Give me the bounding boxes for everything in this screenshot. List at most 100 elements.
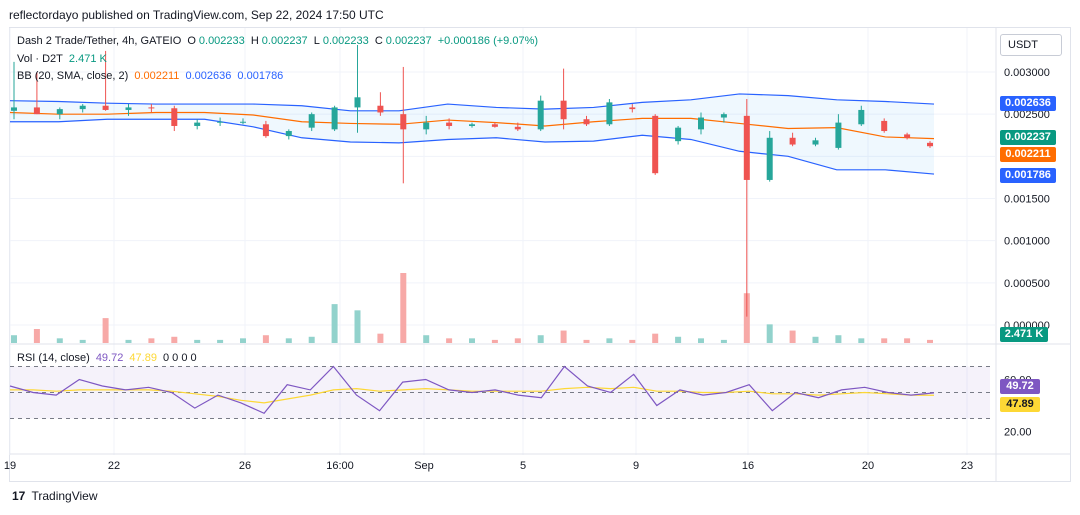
volume-bar [11, 335, 17, 343]
volume-bar [835, 335, 842, 343]
volume-bar [148, 338, 155, 343]
volume-bar [652, 333, 659, 343]
candle-body [904, 134, 911, 138]
candle-body [720, 114, 727, 118]
price-tick-label: 0.001500 [1004, 194, 1050, 206]
volume-bar [240, 338, 246, 343]
volume-bar [285, 338, 292, 343]
rsi-ma-value: 47.89 [129, 352, 157, 364]
volume-bar [491, 339, 498, 343]
volume-bar [720, 339, 727, 343]
candle-body [514, 126, 521, 130]
bb-lower-line [10, 118, 935, 175]
candle-body [629, 107, 636, 110]
volume-legend: Vol · D2T 2.471 K [17, 53, 110, 65]
volume-bar [743, 293, 750, 343]
volume-bar [560, 330, 567, 343]
bb-mid-value: 0.002211 [134, 70, 180, 82]
candle-body [217, 121, 224, 123]
candle-body [766, 137, 773, 180]
bb-lower-badge: 0.001786 [1000, 168, 1056, 183]
price-tick-label: 0.001000 [1004, 236, 1050, 248]
time-tick-label: 22 [108, 460, 120, 472]
bb-label[interactable]: BB (20, SMA, close, 2) [17, 70, 129, 82]
candle-body [789, 137, 796, 145]
volume-bar [537, 335, 544, 343]
candle-body [377, 105, 384, 113]
volume-bar [102, 318, 109, 343]
candle-body [79, 105, 86, 110]
rsi-value: 49.72 [95, 352, 124, 364]
volume-bar [262, 335, 269, 343]
volume-bar [927, 339, 933, 343]
c-value: 0.002237 [385, 35, 432, 47]
time-tick-label: Sep [414, 460, 434, 472]
close-price-badge: 0.002237 [1000, 130, 1056, 145]
currency-button[interactable]: USDT [1000, 34, 1062, 56]
tradingview-footer[interactable]: 17 TradingView [12, 489, 98, 503]
candle-body [240, 121, 246, 123]
candle-body [400, 114, 407, 130]
candle-body [285, 131, 292, 137]
volume-bar [812, 336, 819, 343]
time-tick-label: 16 [742, 460, 754, 472]
volume-bar [308, 336, 315, 343]
candle-body [583, 119, 590, 125]
volume-bar [904, 338, 911, 343]
price-tick-label: 0.003000 [1004, 67, 1050, 79]
rsi-line [9, 365, 935, 415]
candle-body [675, 127, 682, 142]
o-value: 0.002233 [198, 35, 245, 47]
time-tick-label: 19 [4, 460, 16, 472]
o-label: O [187, 35, 196, 47]
tradingview-brand: TradingView [31, 489, 98, 503]
candle-body [308, 114, 315, 128]
volume-bar [56, 338, 63, 343]
volume-bar [469, 338, 475, 343]
time-tick-label: 23 [961, 460, 973, 472]
volume-bar [583, 339, 590, 343]
candle-body [33, 107, 40, 115]
candle-body [194, 122, 201, 126]
candle-body [262, 124, 269, 137]
candle-body [11, 107, 17, 111]
volume-bar [446, 338, 453, 343]
volume-bar [217, 339, 224, 343]
volume-label[interactable]: Vol · D2T [17, 53, 63, 65]
l-label: L [313, 35, 320, 47]
candle-body [698, 117, 704, 130]
candle-body [537, 100, 544, 130]
h-value: 0.002237 [261, 35, 308, 47]
volume-bar [194, 339, 201, 343]
candle-body [148, 107, 155, 109]
volume-badge: 2.471 K [1000, 327, 1048, 342]
candle-body [881, 120, 888, 132]
candle-body [743, 115, 750, 180]
price-tick-label: 0.000500 [1004, 278, 1050, 290]
bb-lower-value: 0.001786 [237, 70, 284, 82]
volume-bar [698, 338, 704, 343]
volume-bar [400, 273, 407, 343]
rsi-zero-values: 0 0 0 0 [163, 352, 197, 364]
candle-body [125, 107, 132, 110]
c-label: C [374, 35, 383, 47]
bb-basis-line [9, 111, 935, 140]
volume-bar [377, 333, 384, 343]
bb-upper-value: 0.002636 [185, 70, 232, 82]
time-tick-label: 5 [520, 460, 526, 472]
candle-body [812, 140, 819, 145]
h-label: H [250, 35, 259, 47]
volume-bar [79, 339, 86, 343]
symbol-name[interactable]: Dash 2 Trade/Tether, 4h, GATEIO [17, 35, 182, 47]
bb-upper-line [9, 93, 935, 112]
volume-bar [514, 338, 521, 343]
rsi-ma-badge: 47.89 [1000, 397, 1040, 412]
candle-body [102, 105, 109, 110]
bb-mid-badge: 0.002211 [1000, 147, 1056, 162]
candle-body [423, 122, 430, 130]
rsi-label[interactable]: RSI (14, close) [17, 352, 90, 364]
volume-bar [858, 338, 865, 343]
rsi-badge: 49.72 [1000, 379, 1040, 394]
